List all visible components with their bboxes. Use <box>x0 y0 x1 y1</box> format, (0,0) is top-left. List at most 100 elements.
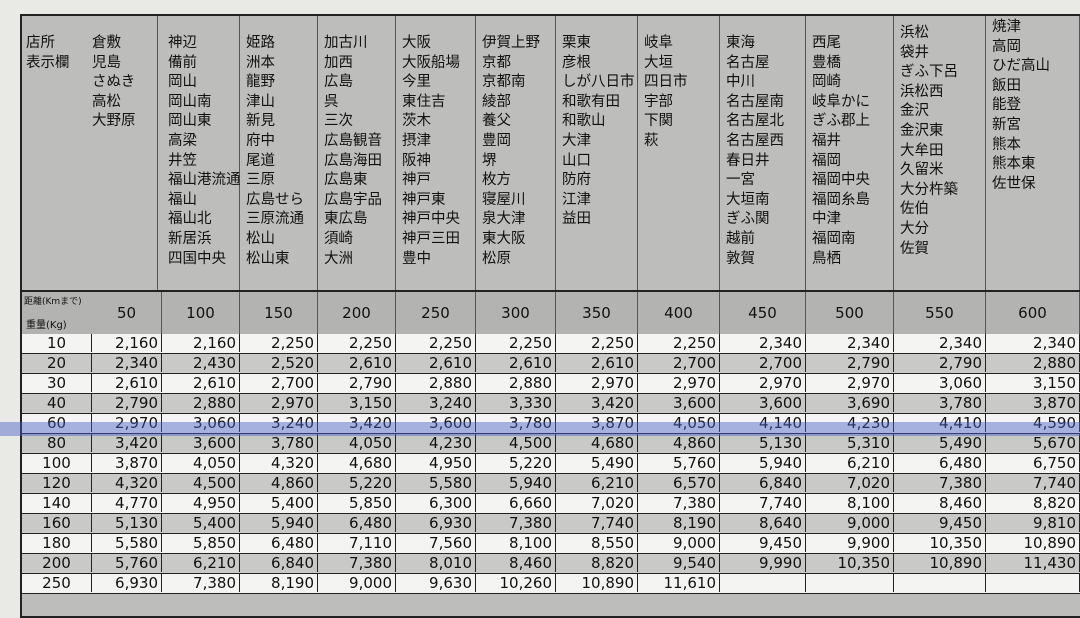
price-cell: 4,860 <box>638 434 720 452</box>
table-row: 160 5,130 5,400 5,940 6,480 6,930 7,380 7,740 8,… <box>22 514 1080 534</box>
price-cell: 5,760 <box>638 454 720 472</box>
distance-header: 350 <box>556 292 638 334</box>
price-cell: 5,850 <box>162 534 240 552</box>
price-cell: 8,190 <box>240 574 318 592</box>
price-cell: 4,050 <box>638 414 720 432</box>
store-name: 福岡糸島 <box>812 191 870 208</box>
store-name: 岡崎 <box>812 74 841 91</box>
store-name: 府中 <box>246 132 275 149</box>
price-cell: 4,230 <box>396 434 476 452</box>
store-name: 神戸東 <box>402 191 446 208</box>
store-name: 福岡中央 <box>812 172 870 189</box>
price-cell: 10,890 <box>894 554 986 572</box>
price-cell: 8,010 <box>396 554 476 572</box>
price-cell: 6,480 <box>894 454 986 472</box>
store-name: 神戸 <box>402 172 431 189</box>
store-name: 佐賀 <box>900 240 929 257</box>
price-cell: 2,970 <box>92 414 162 432</box>
price-cell: 5,220 <box>476 454 556 472</box>
distance-header: 400 <box>638 292 720 334</box>
weight-cell: 200 <box>22 554 92 572</box>
store-name: 大洲 <box>324 250 353 267</box>
price-cell: 3,420 <box>92 434 162 452</box>
store-name: 飯田 <box>992 77 1021 94</box>
price-cell: 4,230 <box>806 414 894 432</box>
distance-header: 450 <box>720 292 806 334</box>
store-label-line: 表示欄 <box>26 54 70 71</box>
weight-cell: 140 <box>22 494 92 512</box>
price-cell: 4,770 <box>92 494 162 512</box>
store-name: 大分杵築 <box>900 181 958 198</box>
store-name: 枚方 <box>482 172 511 189</box>
price-cell: 3,420 <box>318 414 396 432</box>
distance-header: 550 <box>894 292 986 334</box>
price-cell: 4,140 <box>720 414 806 432</box>
store-name: ぎふ下呂 <box>900 64 958 81</box>
corner-cell: 距離(Kmまで) 重量(Kg) <box>22 292 92 334</box>
price-cell: 4,410 <box>894 414 986 432</box>
store-name: 和歌山 <box>562 113 606 130</box>
price-cell: 5,490 <box>894 434 986 452</box>
store-name: 防府 <box>562 172 591 189</box>
price-cell: 5,220 <box>318 474 396 492</box>
store-name: 東広島 <box>324 211 368 228</box>
price-cell: 5,760 <box>92 554 162 572</box>
price-cell: 2,790 <box>806 354 894 372</box>
price-cell: 4,680 <box>556 434 638 452</box>
price-cell: 9,000 <box>318 574 396 592</box>
price-cell: 3,600 <box>720 394 806 412</box>
distance-header: 300 <box>476 292 556 334</box>
price-cell: 2,340 <box>720 334 806 352</box>
store-name: 大垣 <box>644 54 673 71</box>
store-name: 西尾 <box>812 35 841 51</box>
price-cell: 3,420 <box>556 394 638 412</box>
store-name: 中川 <box>726 74 755 91</box>
price-cell: 2,790 <box>92 394 162 412</box>
table-row: 250 6,930 7,380 8,190 9,000 9,630 10,260 10,890… <box>22 574 1080 594</box>
store-name: 四国中央 <box>168 250 226 267</box>
shipping-rate-table: 店所 表示欄 倉敷 児島 さぬき 高松 大野原 神辺 備前 岡山 岡山南 岡山東 高梁 井笠 福山港流… <box>20 14 1080 618</box>
price-cell: 4,500 <box>162 474 240 492</box>
store-name: 敦賀 <box>726 250 755 267</box>
store-column: 西尾 豊橋 岡崎 岐阜かに ぎふ郡上 福井 福岡 福岡中央 福岡糸島 中津 福岡南 鳥栖 <box>806 16 894 290</box>
store-name: 春日井 <box>726 152 770 169</box>
price-cell: 2,340 <box>894 334 986 352</box>
store-name: 摂津 <box>402 132 431 149</box>
price-cell: 4,860 <box>240 474 318 492</box>
price-cell: 5,130 <box>92 514 162 532</box>
weight-cell: 180 <box>22 534 92 552</box>
price-cell: 3,600 <box>396 414 476 432</box>
price-cell: 6,930 <box>92 574 162 592</box>
price-cell: 6,840 <box>720 474 806 492</box>
price-cell: 6,930 <box>396 514 476 532</box>
price-cell: 8,100 <box>806 494 894 512</box>
store-name: 龍野 <box>246 74 275 91</box>
store-name: 養父 <box>482 113 511 130</box>
table-row: 180 5,580 5,850 6,480 7,110 7,560 8,100 8,550 9,… <box>22 534 1080 554</box>
price-cell: 5,400 <box>240 494 318 512</box>
store-name: 萩 <box>644 132 659 149</box>
price-cell: 2,790 <box>318 374 396 392</box>
store-name: 新居浜 <box>168 230 212 247</box>
store-name: 神戸三田 <box>402 230 460 247</box>
price-cell: 8,100 <box>476 534 556 552</box>
store-name: 福岡 <box>812 152 841 169</box>
store-list: 倉敷 児島 さぬき 高松 大野原 <box>92 34 136 132</box>
price-cell: 2,250 <box>476 334 556 352</box>
price-cell: 2,970 <box>806 374 894 392</box>
distance-header: 600 <box>986 292 1080 334</box>
price-cell: 10,890 <box>986 534 1080 552</box>
price-cell: 3,240 <box>240 414 318 432</box>
weight-cell: 20 <box>22 354 92 372</box>
price-cell: 7,020 <box>556 494 638 512</box>
store-name: 益田 <box>562 211 591 228</box>
store-name: 浜松西 <box>900 83 944 100</box>
price-cell: 6,210 <box>806 454 894 472</box>
weight-axis-label: 重量(Kg) <box>26 320 67 331</box>
price-cell: 2,610 <box>92 374 162 392</box>
price-cell <box>894 574 986 592</box>
store-name: 岡山東 <box>168 113 212 130</box>
store-name: 大牟田 <box>900 142 944 159</box>
store-name: 東大阪 <box>482 230 526 247</box>
store-name: 佐伯 <box>900 201 929 218</box>
